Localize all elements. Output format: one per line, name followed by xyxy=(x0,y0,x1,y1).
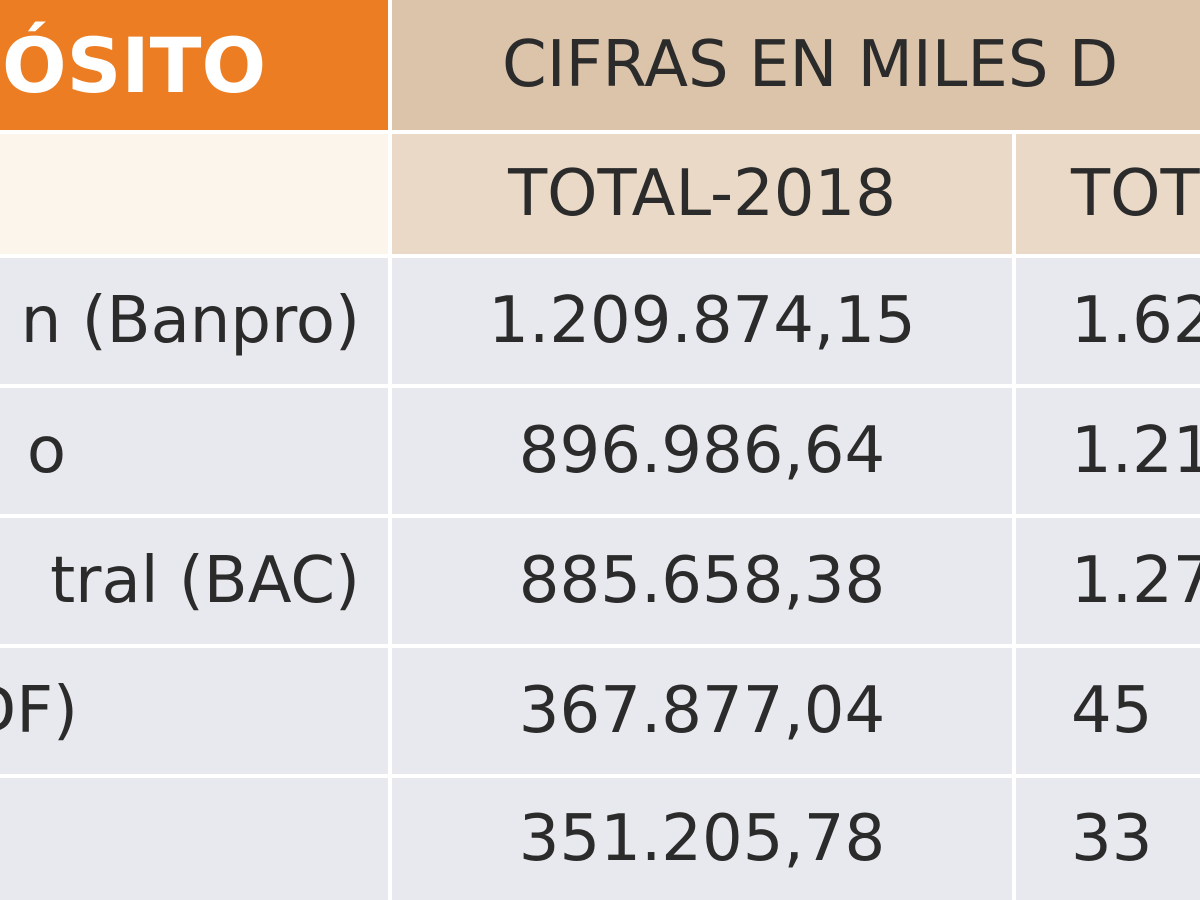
row-value-2018: 1.209.874,15 xyxy=(392,258,1012,384)
table-title: ÓSITO xyxy=(0,0,388,130)
header-total-2019: TOT xyxy=(1016,134,1200,254)
row-value-2019: 1.27 xyxy=(1016,518,1200,644)
row-value-2018: 351.205,78 xyxy=(392,778,1012,900)
header-label-cell xyxy=(0,134,388,254)
row-label: tral (BAC) xyxy=(0,518,388,644)
units-caption: CIFRAS EN MILES D xyxy=(392,0,1200,130)
row-value-2019: 1.62 xyxy=(1016,258,1200,384)
row-label: DF) xyxy=(0,648,388,774)
row-value-2018: 896.986,64 xyxy=(392,388,1012,514)
header-total-2018: TOTAL-2018 xyxy=(392,134,1012,254)
row-value-2018: 885.658,38 xyxy=(392,518,1012,644)
row-value-2019: 33 xyxy=(1016,778,1200,900)
row-label: o xyxy=(0,388,388,514)
row-value-2019: 1.21 xyxy=(1016,388,1200,514)
row-label: n (Banpro) xyxy=(0,258,388,384)
row-value-2019: 45 xyxy=(1016,648,1200,774)
row-value-2018: 367.877,04 xyxy=(392,648,1012,774)
row-label xyxy=(0,778,388,900)
